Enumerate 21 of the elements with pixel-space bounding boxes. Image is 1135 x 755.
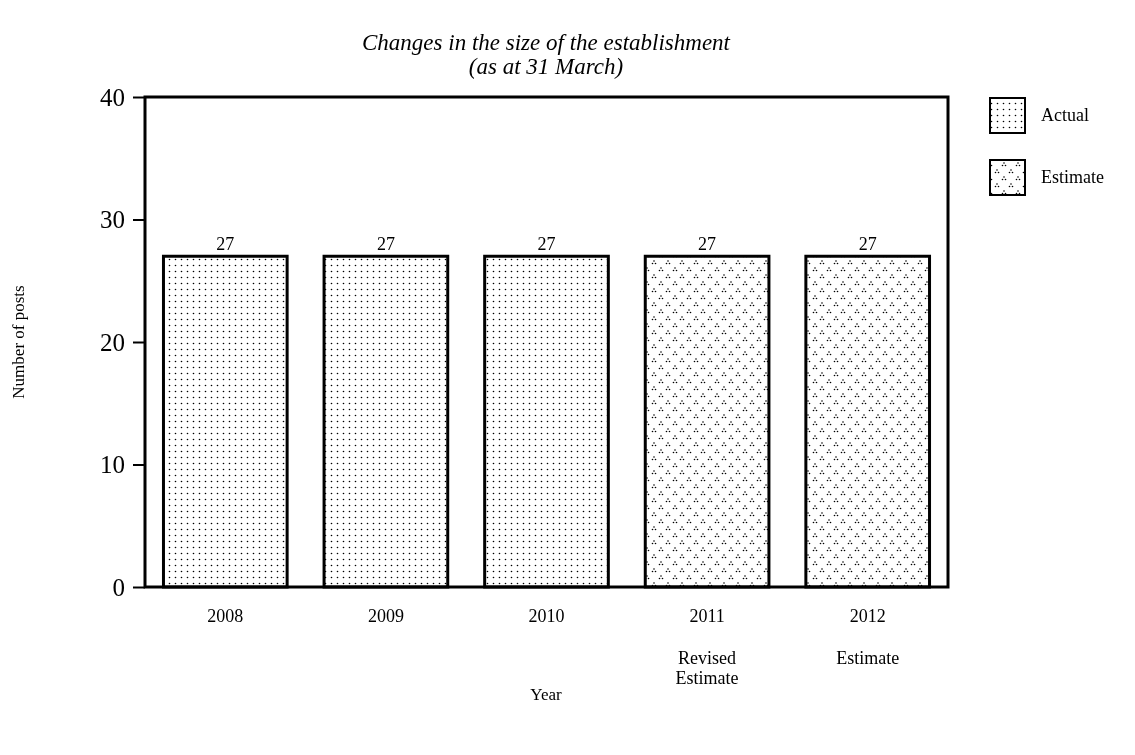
y-axis-title: Number of posts [9,285,28,399]
data-label: 27 [858,234,877,255]
y-tick-label: 30 [100,206,125,233]
x-axis-title: Year [530,685,562,704]
data-label: 27 [698,234,717,255]
data-label: 27 [537,234,556,255]
y-tick-label: 20 [100,328,125,356]
data-label: 27 [216,234,235,255]
y-tick-label: 10 [100,451,125,478]
chart-subtitle: (as at 31 March) [468,54,624,79]
category-label: 2011 Revised Estimate [675,606,739,688]
y-tick-label: 0 [112,573,125,601]
legend-label: Estimate [1041,167,1104,187]
chart-title: Changes in the size of the establishment [362,30,731,55]
legend-label: Actual [1041,105,1089,125]
y-tick-label: 40 [100,83,125,111]
x-tick-label: 2008 [207,606,244,626]
x-tick-label: 2010 [528,606,565,626]
category-label: 2012 Estimate [836,606,900,668]
data-label: 27 [376,234,395,255]
x-tick-label: 2009 [367,606,404,626]
